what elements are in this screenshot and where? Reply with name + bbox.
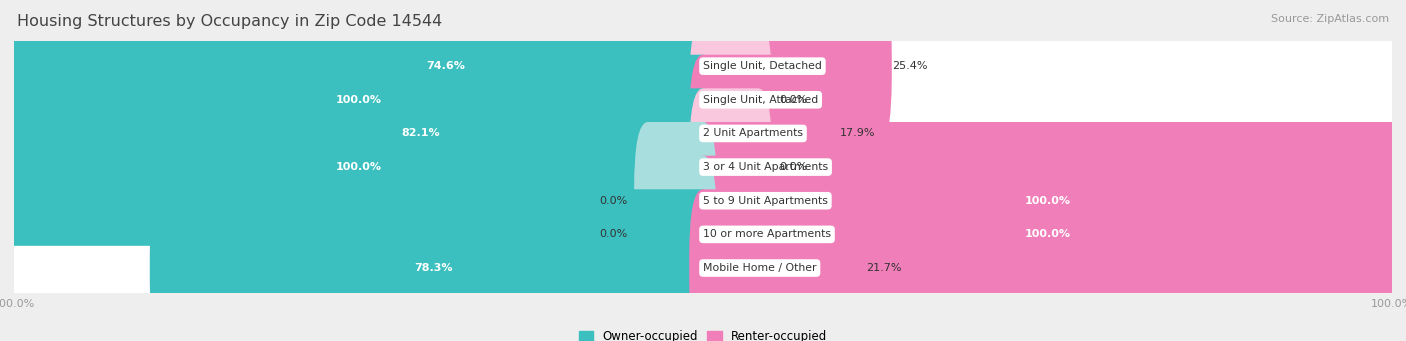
Text: Single Unit, Attached: Single Unit, Attached: [703, 95, 818, 105]
FancyBboxPatch shape: [176, 0, 717, 145]
Text: 17.9%: 17.9%: [841, 129, 876, 138]
Text: 3 or 4 Unit Apartments: 3 or 4 Unit Apartments: [703, 162, 828, 172]
Text: 5 to 9 Unit Apartments: 5 to 9 Unit Apartments: [703, 196, 828, 206]
Text: 100.0%: 100.0%: [1025, 229, 1070, 239]
FancyBboxPatch shape: [689, 0, 891, 145]
FancyBboxPatch shape: [150, 189, 717, 341]
FancyBboxPatch shape: [0, 189, 717, 341]
FancyBboxPatch shape: [689, 88, 1406, 246]
Text: 100.0%: 100.0%: [336, 95, 381, 105]
Text: 100.0%: 100.0%: [1025, 196, 1070, 206]
Text: 82.1%: 82.1%: [401, 129, 440, 138]
FancyBboxPatch shape: [124, 55, 717, 212]
Text: 21.7%: 21.7%: [866, 263, 901, 273]
FancyBboxPatch shape: [689, 21, 772, 179]
FancyBboxPatch shape: [0, 21, 717, 179]
FancyBboxPatch shape: [689, 21, 1406, 179]
Legend: Owner-occupied, Renter-occupied: Owner-occupied, Renter-occupied: [579, 330, 827, 341]
Text: 25.4%: 25.4%: [891, 61, 928, 71]
FancyBboxPatch shape: [0, 55, 717, 212]
Text: Source: ZipAtlas.com: Source: ZipAtlas.com: [1271, 14, 1389, 24]
Text: 78.3%: 78.3%: [413, 263, 453, 273]
FancyBboxPatch shape: [689, 88, 772, 246]
Text: 0.0%: 0.0%: [599, 229, 627, 239]
FancyBboxPatch shape: [689, 122, 1406, 280]
Text: Mobile Home / Other: Mobile Home / Other: [703, 263, 817, 273]
Text: 2 Unit Apartments: 2 Unit Apartments: [703, 129, 803, 138]
Text: 100.0%: 100.0%: [336, 162, 381, 172]
Text: Single Unit, Detached: Single Unit, Detached: [703, 61, 823, 71]
FancyBboxPatch shape: [689, 55, 841, 212]
FancyBboxPatch shape: [0, 155, 717, 313]
FancyBboxPatch shape: [689, 122, 1406, 280]
FancyBboxPatch shape: [0, 88, 717, 246]
Text: 0.0%: 0.0%: [599, 196, 627, 206]
Text: 0.0%: 0.0%: [779, 162, 807, 172]
Text: 74.6%: 74.6%: [426, 61, 465, 71]
FancyBboxPatch shape: [689, 55, 1406, 212]
FancyBboxPatch shape: [0, 0, 717, 145]
Text: Housing Structures by Occupancy in Zip Code 14544: Housing Structures by Occupancy in Zip C…: [17, 14, 441, 29]
FancyBboxPatch shape: [0, 122, 717, 280]
FancyBboxPatch shape: [689, 155, 1406, 313]
FancyBboxPatch shape: [689, 155, 1406, 313]
Text: 10 or more Apartments: 10 or more Apartments: [703, 229, 831, 239]
Text: 0.0%: 0.0%: [779, 95, 807, 105]
FancyBboxPatch shape: [634, 155, 717, 313]
FancyBboxPatch shape: [689, 189, 1406, 341]
FancyBboxPatch shape: [689, 189, 866, 341]
FancyBboxPatch shape: [0, 21, 717, 179]
FancyBboxPatch shape: [689, 0, 1406, 145]
FancyBboxPatch shape: [0, 88, 717, 246]
FancyBboxPatch shape: [634, 122, 717, 280]
